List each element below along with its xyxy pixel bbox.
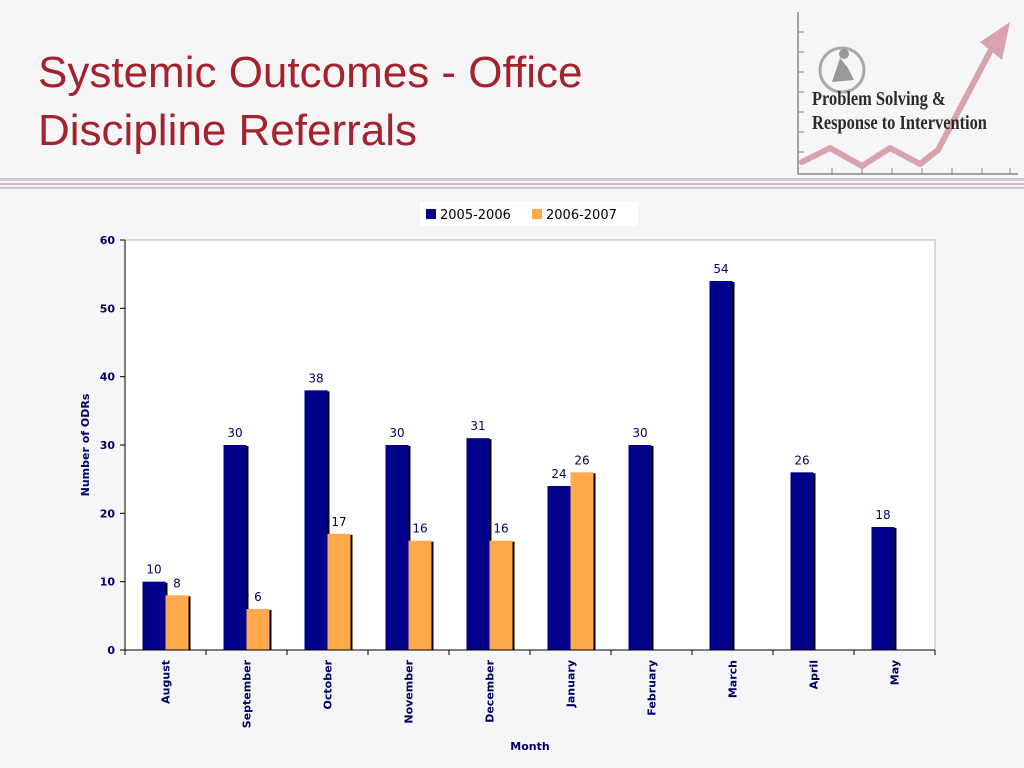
bar-2005-2006-september: [223, 445, 249, 650]
x-axis-categories: August September October November December Ja…: [124, 650, 936, 728]
slide-title: Systemic Outcomes - Office Discipline Re…: [38, 44, 582, 160]
data-label-2005-2006-february: 30: [632, 426, 647, 440]
logo-text-line1: Problem Solving &: [812, 88, 946, 110]
data-label-2006-2007-december: 16: [493, 522, 508, 536]
y-tick-label-30: 30: [100, 439, 116, 452]
legend-box: [420, 202, 638, 226]
y-axis-title: Number of ODRs: [79, 393, 92, 496]
data-label-2006-2007-november: 16: [412, 522, 427, 536]
data-label-2005-2006-march: 54: [713, 262, 728, 276]
data-labels: 10 30 38 30 31 24 30 54 26 18 8 6 17 16 16 26: [146, 262, 890, 604]
data-label-2005-2006-august: 10: [146, 563, 161, 577]
slide-title-line2: Discipline Referrals: [38, 106, 418, 155]
bar-2006-2007-january: [570, 472, 596, 650]
data-label-2005-2006-may: 18: [875, 508, 890, 522]
logo-graphic: [797, 12, 1018, 175]
bar-2005-2006-august: [142, 581, 168, 650]
bar-2006-2007-december: [489, 540, 515, 650]
bar-2005-2006-march: [709, 281, 735, 650]
data-label-2006-2007-october: 17: [331, 515, 346, 529]
data-label-2005-2006-october: 38: [308, 371, 323, 385]
data-label-2005-2006-december: 31: [470, 419, 485, 433]
x-category-label-april: April: [808, 660, 821, 689]
legend-label-2006-2007: 2006-2007: [546, 208, 617, 223]
legend-swatch-2005-2006: [426, 209, 436, 219]
y-tick-label-20: 20: [100, 507, 116, 520]
bar-2005-2006-april: [790, 472, 816, 650]
x-axis-title: Month: [510, 740, 549, 753]
bar-2005-2006-december: [466, 438, 492, 650]
bar-2005-2006-october: [304, 390, 330, 650]
bars: [142, 281, 897, 650]
header-rule-bottom: [0, 187, 1024, 189]
data-label-2005-2006-september: 30: [227, 426, 242, 440]
x-category-label-october: October: [322, 659, 335, 709]
legend-swatch-2006-2007: [532, 209, 542, 219]
data-label-2006-2007-august: 8: [173, 576, 181, 590]
data-label-2006-2007-january: 26: [574, 453, 589, 467]
y-tick-label-10: 10: [100, 576, 116, 589]
bar-2006-2007-october: [327, 533, 353, 650]
bar-2005-2006-january: [547, 486, 573, 650]
bar-2006-2007-august: [165, 595, 191, 650]
x-category-label-september: September: [241, 659, 254, 728]
y-tick-label-50: 50: [100, 302, 116, 315]
y-tick-label-0: 0: [107, 644, 115, 657]
bar-2006-2007-september: [246, 609, 272, 650]
logo-text-line2: Response to Intervention: [812, 112, 987, 134]
x-category-label-january: January: [565, 660, 578, 708]
data-label-2005-2006-april: 26: [794, 453, 809, 467]
y-tick-label-60: 60: [100, 234, 116, 247]
bar-2005-2006-february: [628, 445, 654, 650]
x-category-label-february: February: [646, 660, 659, 716]
header-rule-top: [0, 178, 1024, 181]
data-label-2005-2006-january: 24: [551, 467, 566, 481]
bar-2005-2006-november: [385, 445, 411, 650]
x-category-label-march: March: [727, 660, 740, 698]
x-category-label-december: December: [484, 659, 497, 722]
legend-label-2005-2006: 2005-2006: [440, 208, 511, 223]
y-tick-label-40: 40: [100, 371, 116, 384]
x-category-label-august: August: [160, 660, 173, 704]
slide-title-line1: Systemic Outcomes - Office: [38, 48, 583, 97]
data-label-2006-2007-september: 6: [254, 590, 262, 604]
data-label-2005-2006-november: 30: [389, 426, 404, 440]
bar-2005-2006-may: [871, 527, 897, 650]
bar-2006-2007-november: [408, 540, 434, 650]
header-rule-mid: [0, 183, 1024, 185]
x-category-label-may: May: [889, 660, 902, 685]
y-axis-ticks: 0 10 20 30 40 50 60: [100, 234, 125, 657]
x-category-label-november: November: [403, 659, 416, 723]
